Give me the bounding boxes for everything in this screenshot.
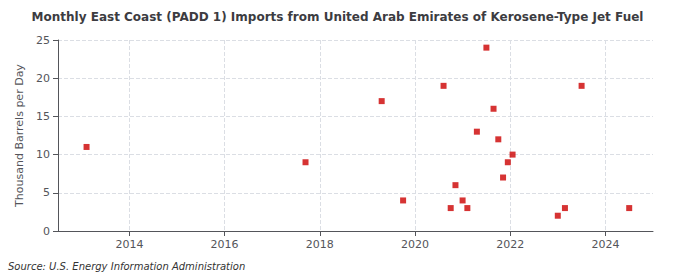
svg-text:2014: 2014 [115,238,143,251]
svg-text:15: 15 [36,110,50,123]
svg-text:2016: 2016 [211,238,239,251]
svg-text:Thousand Barrels per Day: Thousand Barrels per Day [13,64,26,208]
svg-text:20: 20 [36,72,50,85]
svg-text:Source: U.S. Energy Informatio: Source: U.S. Energy Information Administ… [8,261,245,272]
svg-text:2020: 2020 [401,238,429,251]
svg-text:10: 10 [36,148,50,161]
svg-text:25: 25 [36,34,50,47]
svg-text:5: 5 [43,186,50,199]
svg-text:Monthly East Coast (PADD 1) Im: Monthly East Coast (PADD 1) Imports from… [32,10,644,24]
svg-text:2022: 2022 [496,238,524,251]
svg-text:2018: 2018 [306,238,334,251]
svg-text:0: 0 [43,225,50,238]
svg-text:2024: 2024 [591,238,619,251]
